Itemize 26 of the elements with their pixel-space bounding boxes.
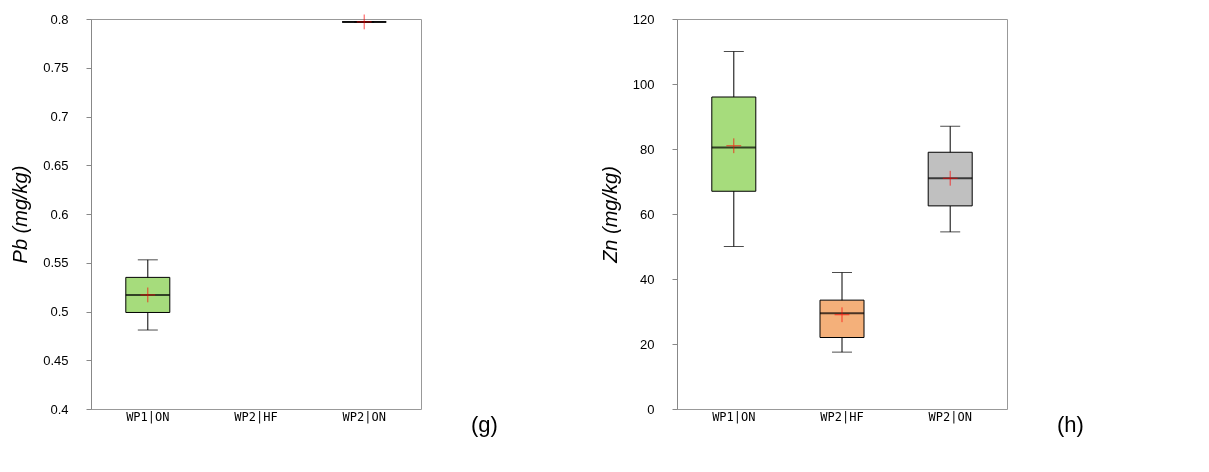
y-tick-label: 0.55	[43, 255, 69, 271]
y-tick-label: 0.8	[50, 11, 69, 27]
text: (g)	[471, 412, 498, 437]
y-tick-label: 0.6	[50, 206, 69, 222]
y-tick-label: 100	[632, 76, 655, 92]
y-tick-label: 0.4	[50, 401, 69, 417]
y-tick-label: 0.45	[43, 352, 69, 368]
y-tick-label: 0	[647, 401, 655, 417]
y-axis-title: Zn (mg/kg)	[598, 166, 621, 264]
x-tick-label: WP2|HF	[820, 409, 864, 424]
y-tick-label: 20	[640, 336, 655, 352]
y-tick-label: 0.5	[50, 304, 69, 319]
y-tick-label: 120	[632, 11, 655, 27]
x-tick-label: WP1|ON	[126, 409, 170, 424]
y-tick-label: 0.75	[43, 60, 69, 76]
y-tick-label: 40	[640, 271, 655, 287]
text: (h)	[1057, 412, 1084, 437]
x-tick-label: WP2|ON	[928, 409, 972, 424]
y-axis-title: Pb (mg/kg)	[9, 165, 32, 264]
x-tick-label: WP2|HF	[234, 409, 278, 424]
y-tick-label: 0.7	[50, 109, 69, 124]
y-tick-label: 80	[640, 141, 655, 157]
y-tick-label: 0.65	[43, 157, 69, 173]
x-tick-label: WP1|ON	[712, 409, 756, 424]
x-tick-label: WP2|ON	[342, 409, 386, 424]
y-tick-label: 60	[640, 206, 655, 222]
